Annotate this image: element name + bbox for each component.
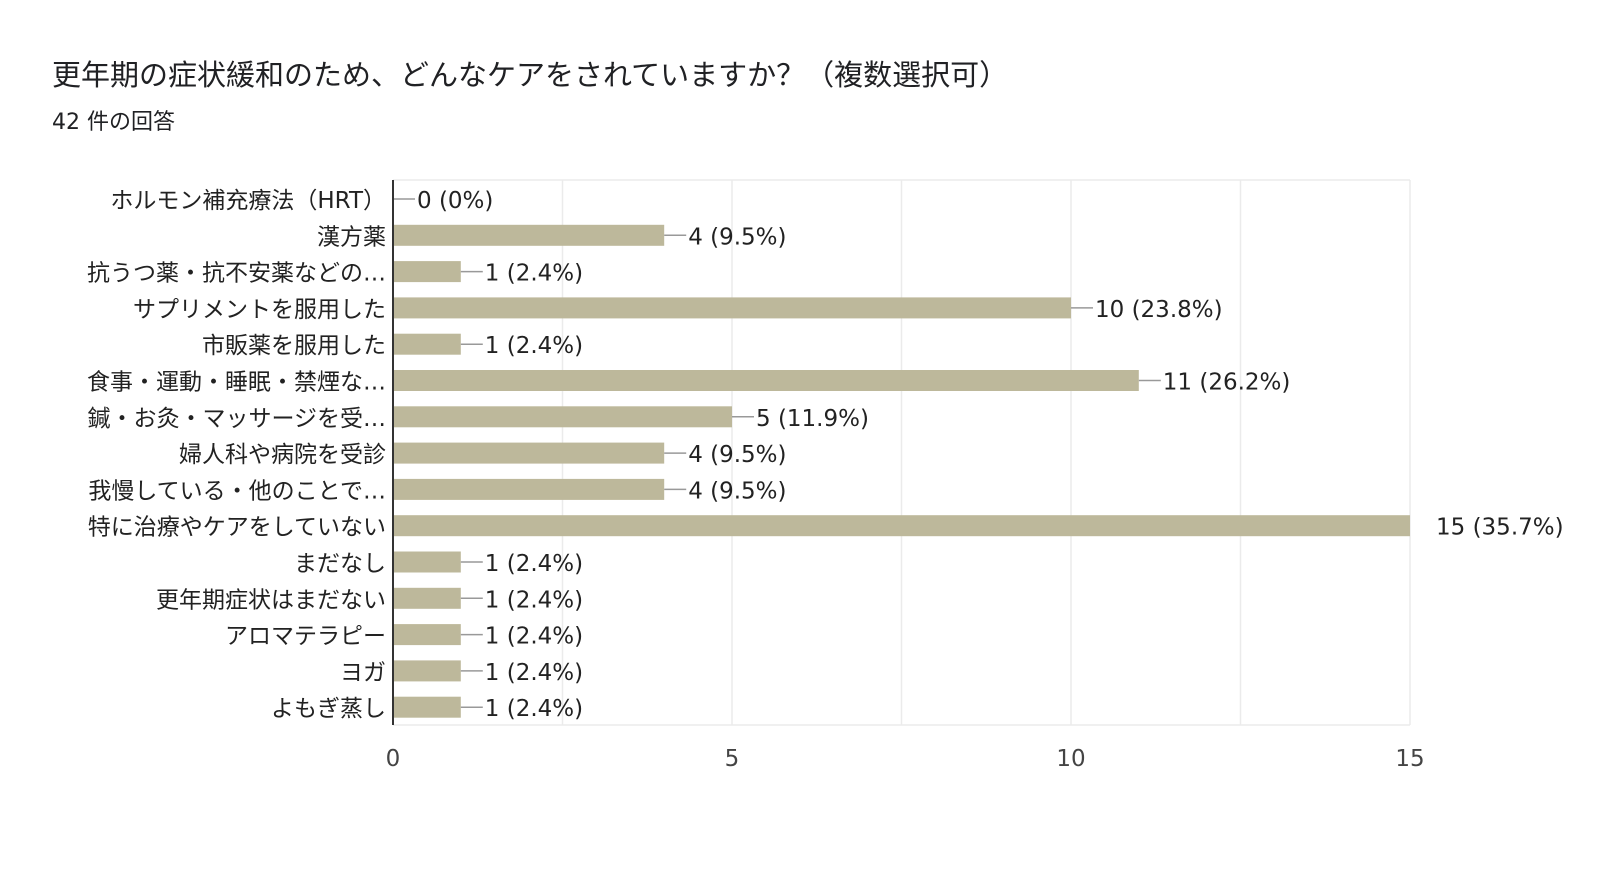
data-label: 11 (26.2%) [1163,370,1291,396]
category-label: 市販薬を服用した [202,333,386,359]
bar [393,297,1071,319]
chart-title: 更年期の症状緩和のため、どんなケアをされていますか？（複数選択可） [52,58,1009,92]
data-label: 1 (2.4%) [485,624,583,650]
data-label: 4 (9.5%) [688,224,786,250]
x-tick-label: 10 [1056,746,1085,772]
bar [393,624,461,646]
data-label: 15 (35.7%) [1436,515,1564,541]
bar [393,696,461,718]
response-count: 42 件の回答 [52,110,175,135]
data-label: 4 (9.5%) [688,478,786,504]
category-label: 漢方薬 [317,224,386,250]
category-label: 更年期症状はまだない [156,587,386,613]
data-label: 1 (2.4%) [485,261,583,287]
bar [393,261,461,283]
data-label: 10 (23.8%) [1095,297,1223,323]
data-label: 1 (2.4%) [485,333,583,359]
category-label: 婦人科や病院を受診 [179,442,386,468]
data-label: 0 (0%) [417,188,493,214]
data-label: 1 (2.4%) [485,551,583,577]
category-label: 抗うつ薬・抗不安薬などの… [87,261,386,287]
data-label: 4 (9.5%) [688,442,786,468]
bar [393,333,461,355]
bar [393,478,665,500]
category-label: 鍼・お灸・マッサージを受… [87,405,386,432]
bar [393,224,665,246]
category-label: 我慢している・他のことで… [88,478,386,504]
category-label: 特に治療やケアをしていない [88,515,386,541]
category-label: ホルモン補充療法（HRT） [110,188,386,214]
x-tick-label: 15 [1395,746,1424,772]
bar [393,442,665,464]
bar [393,370,1139,391]
bar [393,551,461,573]
bar [393,660,461,682]
data-label: 1 (2.4%) [485,696,583,722]
bar [393,515,1410,537]
bar [393,406,732,428]
category-label: 食事・運動・睡眠・禁煙な… [87,370,386,396]
category-label: まだなし [294,551,386,577]
data-label: 1 (2.4%) [485,587,583,613]
bar [393,587,461,609]
category-label: アロマテラピー [225,624,386,650]
category-label: ヨガ [340,660,386,686]
data-label: 1 (2.4%) [485,660,583,686]
x-tick-label: 5 [725,746,740,772]
category-label: サプリメントを服用した [133,297,386,323]
data-label: 5 (11.9%) [756,406,869,432]
category-label: よもぎ蒸し [271,696,386,722]
x-tick-label: 0 [386,746,401,772]
